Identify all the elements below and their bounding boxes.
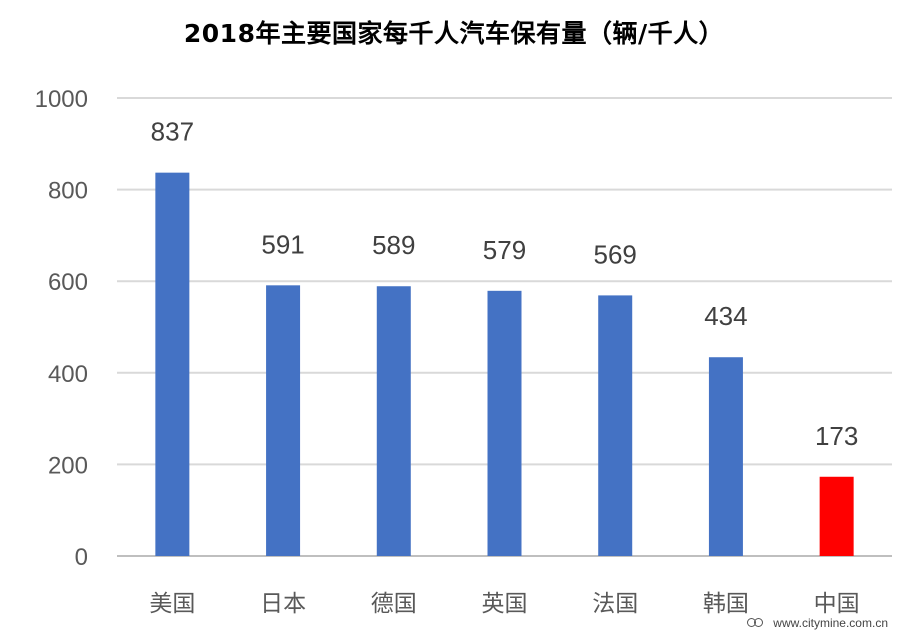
category-label: 韩国 bbox=[703, 591, 749, 617]
y-tick-label: 1000 bbox=[35, 86, 88, 113]
y-tick-label: 400 bbox=[48, 361, 88, 388]
bar bbox=[487, 290, 522, 556]
category-label: 德国 bbox=[371, 591, 417, 617]
bar bbox=[708, 357, 743, 556]
y-tick-label: 600 bbox=[48, 269, 88, 296]
bars bbox=[155, 172, 854, 557]
data-label: 569 bbox=[594, 239, 637, 269]
bar bbox=[155, 172, 190, 557]
category-label: 日本 bbox=[260, 591, 306, 617]
citymine-logo-icon bbox=[747, 617, 769, 629]
data-label: 434 bbox=[704, 301, 747, 331]
data-label: 173 bbox=[815, 421, 858, 451]
category-label: 法国 bbox=[592, 591, 638, 617]
bar bbox=[819, 476, 854, 556]
data-label: 591 bbox=[261, 229, 304, 259]
watermark-text: www.citymine.com.cn bbox=[773, 616, 888, 630]
bar bbox=[598, 295, 633, 556]
watermark: www.citymine.com.cn bbox=[747, 616, 888, 630]
category-label: 英国 bbox=[482, 591, 528, 617]
y-tick-label: 800 bbox=[48, 178, 88, 205]
category-label: 中国 bbox=[814, 591, 860, 617]
category-label: 美国 bbox=[149, 591, 195, 617]
chart-title: 2018年主要国家每千人汽车保有量（辆/千人） bbox=[183, 19, 725, 48]
data-label: 837 bbox=[151, 117, 194, 147]
y-tick-label: 0 bbox=[75, 544, 88, 571]
data-label: 589 bbox=[372, 230, 415, 260]
bar bbox=[376, 286, 411, 556]
data-label: 579 bbox=[483, 235, 526, 265]
y-tick-label: 200 bbox=[48, 452, 88, 479]
x-axis-categories: 美国 日本 德国 英国 法国 韩国 中国 bbox=[149, 591, 859, 617]
data-labels: 837 591 589 579 569 434 173 bbox=[151, 117, 859, 451]
y-axis-ticks: 0 200 400 600 800 1000 bbox=[35, 86, 88, 571]
bar bbox=[266, 285, 301, 556]
